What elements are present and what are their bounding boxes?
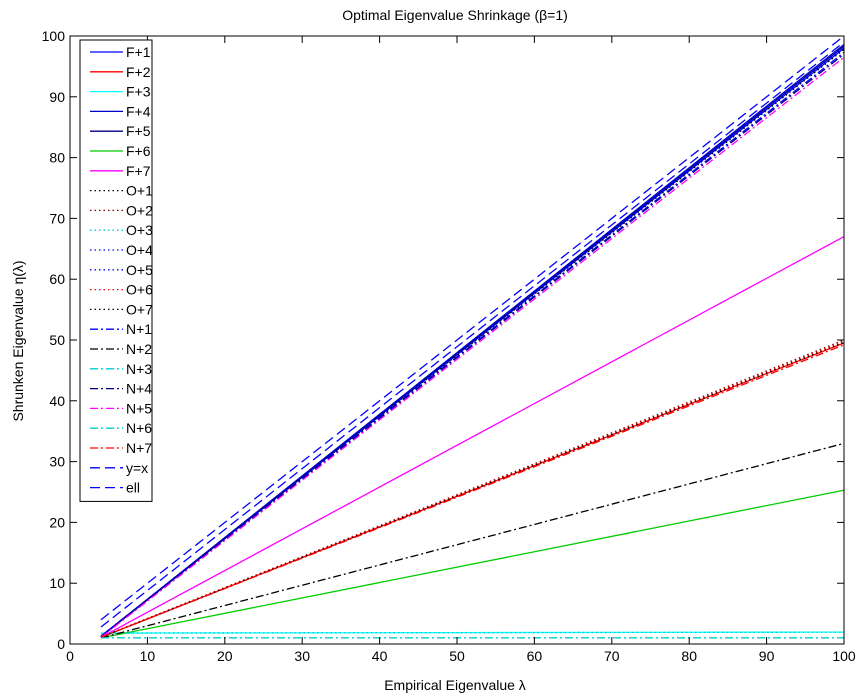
y-tick-label: 50 [49,332,65,348]
x-axis-title: Empirical Eigenvalue λ [384,677,526,693]
series-line-n-1-14 [100,51,845,638]
legend-label: F+4 [126,103,151,119]
x-tick-label: 40 [372,648,388,664]
legend-label: N+5 [126,400,152,416]
legend-label: O+7 [126,301,153,317]
series-line-n-2-15 [100,442,845,639]
legend-label: y=x [126,460,148,476]
y-axis-title: Shrunken Eigenvalue η(λ) [10,260,26,421]
legend-box [79,39,153,502]
legend-label: O+4 [126,242,153,258]
x-tick-label: 80 [681,648,697,664]
x-tick-label: 20 [217,648,233,664]
legend-label: F+6 [126,143,151,159]
y-tick-label: 10 [49,575,65,591]
chart-title: Optimal Eigenvalue Shrinkage (β=1) [342,7,568,23]
series-line-f-3-2 [100,631,845,634]
legend-label: O+5 [126,262,153,278]
series-line-o-6-12 [100,340,845,638]
legend-label: F+7 [126,163,151,179]
y-tick-label: 80 [49,150,65,166]
legend-label: N+7 [126,440,152,456]
legend-label: N+4 [126,381,152,397]
legend-label: F+5 [126,123,151,139]
y-tick-label: 30 [49,454,65,470]
legend-label: F+3 [126,84,151,100]
series-line-n-5-18 [100,56,845,638]
y-tick-label: 90 [49,89,65,105]
y-tick-label: 40 [49,393,65,409]
y-tick-label: 60 [49,271,65,287]
axes-layer: 0 10 20 30 40 50 60 70 80 90 100 0 10 20 30 40 50 60 70 80 9… [42,28,856,664]
y-tick-label: 0 [57,636,65,652]
series-line-o-5-11 [100,46,845,637]
x-tick-label: 30 [294,648,310,664]
legend-label: N+6 [126,420,152,436]
series-line-o-2-8 [100,339,845,638]
legend-label: N+2 [126,341,152,357]
x-tick-label: 90 [759,648,775,664]
y-tick-label: 70 [49,210,65,226]
legend-label: O+3 [126,222,153,238]
y-tick-label: 100 [42,28,66,44]
series-line-y-x-21 [100,35,845,621]
legend-label: N+1 [126,321,152,337]
y-tick-label: 20 [49,514,65,530]
x-tick-label: 10 [140,648,156,664]
series-line-n-7-20 [100,344,845,638]
legend-label: ell [126,480,140,496]
x-tick-label: 60 [527,648,543,664]
x-tick-label: 100 [832,648,856,664]
series-line-ell-22 [100,41,845,628]
legend-label: F+1 [126,44,151,60]
legend-label: F+2 [126,64,151,80]
legend-label: O+6 [126,282,153,298]
x-tick-label: 50 [449,648,465,664]
legend-label: O+2 [126,202,153,218]
legend-label: O+1 [126,183,153,199]
series-line-o-7-13 [100,341,845,638]
series-line-f-6-5 [100,489,845,639]
legend: F+1 F+2 F+3 F+4 F+5 F+6 F+7 O+1 O+2 O+3 O+4 O+5 O+6 O… [79,39,153,502]
series-line-f-7-6 [100,236,845,638]
x-tick-label: 70 [604,648,620,664]
series-line-n-4-17 [100,53,845,638]
legend-label: N+3 [126,361,152,377]
x-tick-label: 0 [66,648,74,664]
